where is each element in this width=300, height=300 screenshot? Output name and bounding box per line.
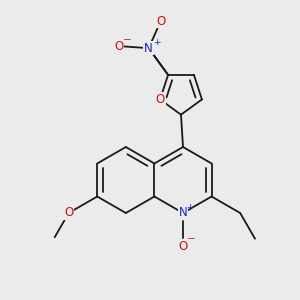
Text: O: O (64, 206, 73, 220)
Text: −: − (123, 35, 131, 45)
Text: −: − (187, 234, 195, 244)
Text: +: + (153, 38, 160, 47)
Text: N: N (144, 42, 153, 55)
Text: N: N (178, 206, 188, 220)
Text: +: + (186, 202, 194, 211)
Text: O: O (114, 40, 124, 52)
Text: O: O (155, 93, 165, 106)
Text: O: O (156, 14, 165, 28)
Text: O: O (178, 239, 188, 253)
